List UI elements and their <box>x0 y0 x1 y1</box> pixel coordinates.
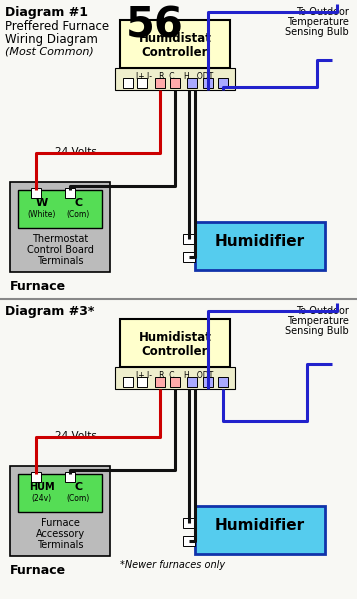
Bar <box>18 474 102 512</box>
Text: (Most Common): (Most Common) <box>5 46 94 56</box>
Text: Humidifier: Humidifier <box>215 234 305 249</box>
Text: Humidistat: Humidistat <box>139 331 211 344</box>
Text: C: C <box>74 482 82 492</box>
Bar <box>155 78 165 88</box>
Text: Furnace: Furnace <box>10 564 66 577</box>
Text: W: W <box>35 198 47 208</box>
Bar <box>31 188 41 198</box>
Text: Sensing Bulb: Sensing Bulb <box>285 27 349 37</box>
Text: Controller: Controller <box>142 46 208 59</box>
Text: HUM: HUM <box>29 482 54 492</box>
Bar <box>218 377 228 387</box>
Bar <box>155 377 165 387</box>
Bar <box>187 377 197 387</box>
Text: (White): (White) <box>27 210 56 219</box>
Bar <box>183 252 195 262</box>
Text: Temperature: Temperature <box>287 17 349 27</box>
Text: I+ I-   R  C    H   ODT: I+ I- R C H ODT <box>136 72 213 81</box>
Text: Control Board: Control Board <box>26 245 94 255</box>
Bar <box>183 518 195 528</box>
Text: (24v): (24v) <box>31 494 51 503</box>
Bar <box>170 377 180 387</box>
Bar <box>18 190 102 228</box>
Text: Diagram #3*: Diagram #3* <box>5 305 94 318</box>
Bar <box>195 506 325 554</box>
Bar <box>187 78 197 88</box>
Bar <box>65 472 75 482</box>
Bar <box>183 536 195 546</box>
Text: *Newer furnaces only: *Newer furnaces only <box>120 560 225 570</box>
Bar <box>123 377 133 387</box>
Text: Humidistat: Humidistat <box>139 32 211 45</box>
Bar <box>115 68 235 90</box>
Bar <box>137 78 147 88</box>
Text: 56: 56 <box>126 4 184 46</box>
Text: To Outdoor: To Outdoor <box>296 306 349 316</box>
Bar <box>170 78 180 88</box>
Bar <box>31 472 41 482</box>
Text: Humidifier: Humidifier <box>215 518 305 533</box>
Text: Temperature: Temperature <box>287 316 349 326</box>
Text: Preffered Furnace: Preffered Furnace <box>5 20 109 33</box>
Text: Terminals: Terminals <box>37 256 83 266</box>
Bar <box>203 78 213 88</box>
Bar <box>123 78 133 88</box>
Bar <box>137 377 147 387</box>
Bar <box>218 78 228 88</box>
Text: Controller: Controller <box>142 345 208 358</box>
Text: Diagram #1: Diagram #1 <box>5 6 88 19</box>
Text: (Com): (Com) <box>67 210 90 219</box>
Bar <box>65 188 75 198</box>
Bar <box>115 367 235 389</box>
Text: I+ I-   R  C    H   ODT: I+ I- R C H ODT <box>136 371 213 380</box>
Text: To Outdoor: To Outdoor <box>296 7 349 17</box>
Bar <box>120 20 230 68</box>
Text: Sensing Bulb: Sensing Bulb <box>285 326 349 336</box>
Bar <box>10 466 110 556</box>
Text: Wiring Diagram: Wiring Diagram <box>5 33 98 46</box>
Bar <box>120 319 230 367</box>
Bar <box>195 222 325 270</box>
Text: 24 Volts: 24 Volts <box>55 147 97 157</box>
Bar <box>183 234 195 244</box>
Text: Furnace: Furnace <box>10 280 66 293</box>
Text: (Com): (Com) <box>67 494 90 503</box>
Text: Accessory: Accessory <box>35 529 85 539</box>
Text: Furnace: Furnace <box>41 518 80 528</box>
Text: Thermostat: Thermostat <box>32 234 88 244</box>
Bar <box>10 182 110 272</box>
Text: C: C <box>74 198 82 208</box>
Text: Terminals: Terminals <box>37 540 83 550</box>
Text: 24 Volts: 24 Volts <box>55 431 97 441</box>
Bar <box>203 377 213 387</box>
